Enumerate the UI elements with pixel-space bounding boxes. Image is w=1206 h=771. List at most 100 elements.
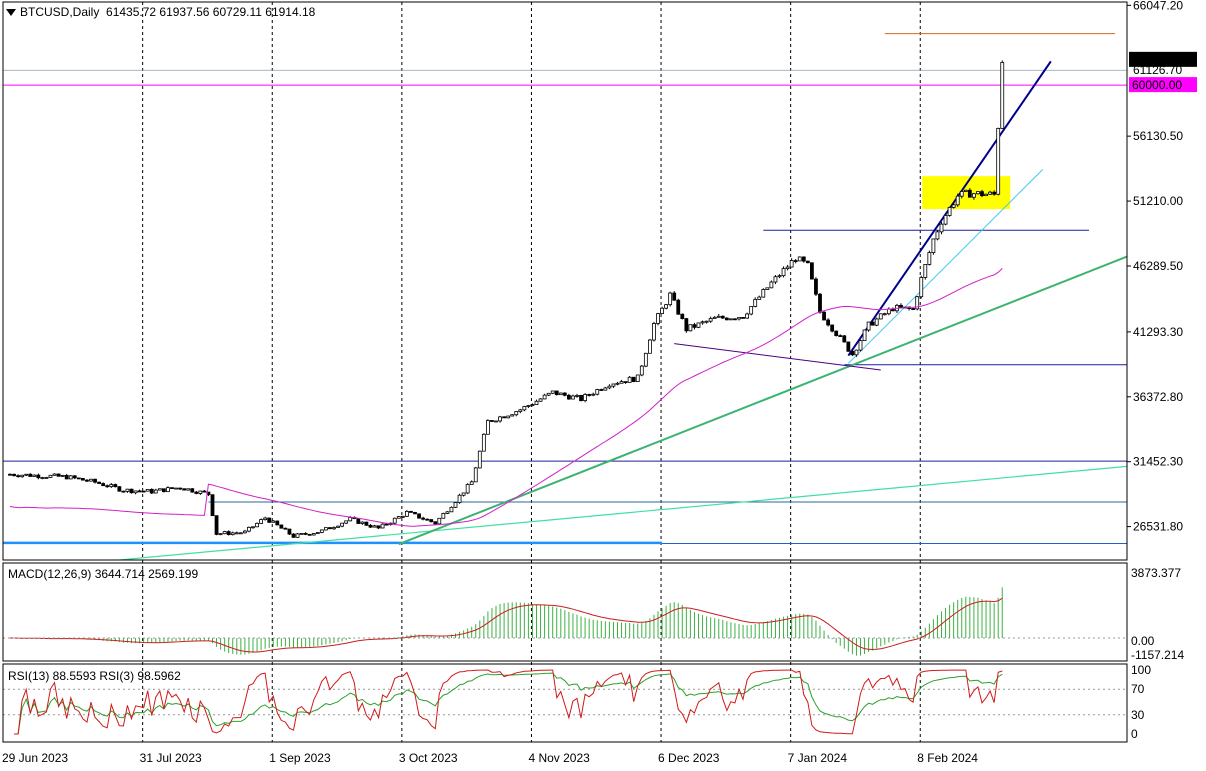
candle-body [251,526,255,529]
candle-body [247,526,251,532]
candle-body [28,473,33,477]
candle-body [68,475,73,480]
candle-body [793,260,798,262]
candle-body [773,276,778,283]
price-tick-label: 66047.20 [1133,0,1183,12]
candle-body [441,512,446,519]
candle-body [992,191,997,195]
candle-body [830,324,835,332]
candle-body [854,349,859,356]
candle-body [737,317,741,320]
fan-line [674,343,881,371]
candle-body [976,191,980,195]
candle-body [988,191,992,195]
rsi-3-line [14,669,1003,735]
candle-body [153,489,158,494]
candle-body [805,260,810,264]
candle-body [20,474,25,478]
candle-body [255,522,259,528]
candle-body [145,488,150,492]
candle-body [1000,62,1005,129]
candle-body [477,450,482,469]
pane-frame [2,1,1128,561]
candle-body [972,193,976,198]
candle-body [461,492,466,496]
candle-body [631,376,636,382]
last-price-badge: 61914.18 [1132,53,1182,67]
candle-body [741,317,745,319]
rsi-label: RSI(13) 88.5593 RSI(3) 98.5962 [8,669,181,683]
candle-body [680,313,685,319]
candle-body [571,395,575,400]
rsi-pane [3,669,1127,735]
candle-body [433,521,438,525]
candle-body [708,318,713,322]
cyan-trend-line [847,169,1044,364]
candle-body [850,350,855,356]
candle-body [174,487,178,490]
candle-body [368,524,373,528]
candle-body [287,528,292,535]
candle-body [16,475,21,478]
candle-body [757,296,762,300]
candle-body [392,517,397,524]
candle-body [720,315,725,319]
candle-body [242,530,247,534]
candle-body [951,204,956,208]
candle-body [81,478,85,481]
candle-body [899,304,903,308]
candle-body [567,394,571,400]
ohlc-readout: 61435.72 61937.56 60729.11 61914.18 [106,5,316,19]
candle-body [842,335,847,343]
price-tick-label: 46289.50 [1133,259,1183,273]
date-tick-label: 1 Sep 2023 [269,751,331,765]
candle-body [599,389,604,391]
chart-title: BTCUSD,Daily 61435.72 61937.56 60729.11 … [6,5,315,19]
candle-body [421,517,426,520]
candle-body [704,320,709,323]
candle-body [575,395,579,397]
candle-body [404,511,409,517]
date-tick-label: 3 Oct 2023 [399,751,458,765]
candle-body [202,490,207,493]
candle-body [733,318,737,321]
candle-body [546,392,551,396]
date-tick-label: 29 Jun 2023 [2,751,68,765]
candle-body [692,324,697,328]
candle-body [125,488,130,492]
candle-body [935,231,940,240]
candle-body [874,318,879,326]
candle-body [943,215,948,225]
candle-body [700,321,705,324]
candle-body [429,519,434,523]
candle-body [214,515,219,535]
candle-body [643,352,648,367]
candle-body [89,478,93,482]
candle-body [485,420,490,435]
candle-body [384,523,389,526]
candle-body [380,523,385,529]
candle-body [635,374,640,382]
candle-body [886,308,891,315]
candle-body [360,521,365,524]
candle-body [76,477,81,480]
candle-body [534,400,539,405]
candle-body [348,517,353,522]
candle-body [510,414,515,417]
candle-body [323,527,328,531]
candle-body [753,299,758,307]
candle-body [919,277,924,298]
candle-body [542,394,547,400]
green-trend-line [398,255,1128,546]
candle-body [761,289,766,298]
rsi-tick-label: 70 [1131,682,1145,696]
candle-body [52,473,57,476]
date-tick-label: 6 Dec 2023 [658,751,720,765]
candle-body [623,381,628,383]
dropdown-triangle-icon[interactable] [6,9,16,17]
candle-body [494,420,498,423]
candle-body [56,473,61,477]
candle-body [48,474,53,478]
candle-body [161,488,166,493]
